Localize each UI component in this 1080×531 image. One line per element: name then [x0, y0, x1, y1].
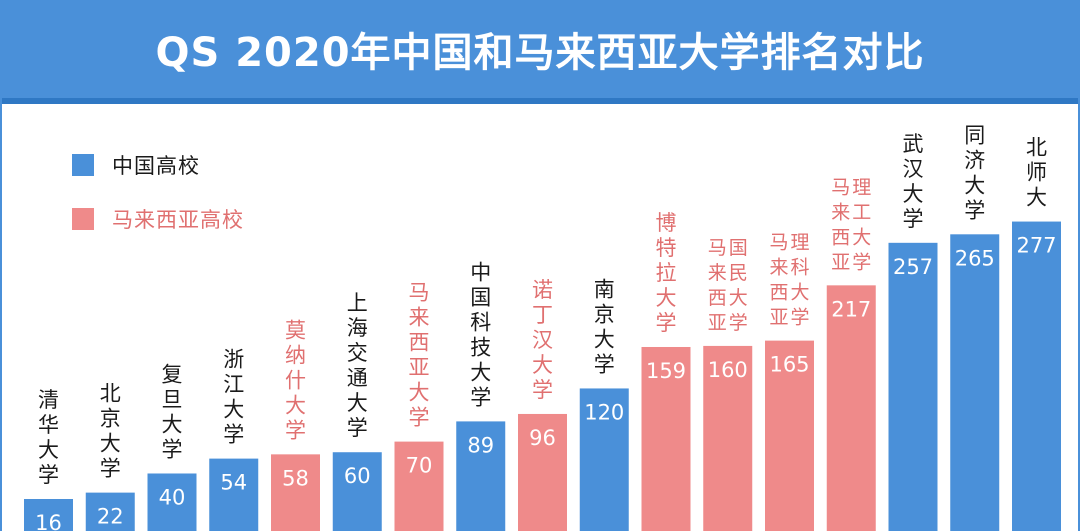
- bar-13: [765, 340, 814, 531]
- bar-16: [950, 234, 1000, 531]
- value-label-5: 58: [282, 466, 309, 490]
- bar-14: [826, 285, 876, 531]
- legend: 中国高校 马来西亚高校: [72, 150, 244, 258]
- chart-title: QS 2020年中国和马来西亚大学排名对比: [155, 30, 925, 76]
- bar-2: [85, 492, 135, 531]
- legend-item-china: 中国高校: [72, 150, 244, 180]
- value-label-3: 40: [159, 485, 186, 509]
- bar-7: [394, 441, 444, 531]
- category-label-7: 马来西亚大学: [409, 281, 430, 430]
- category-label-10: 南京大学: [594, 277, 615, 376]
- legend-label-malaysia: 马来西亚高校: [112, 208, 244, 232]
- value-label-16: 265: [955, 246, 995, 270]
- bar-15: [888, 242, 938, 531]
- legend-item-malaysia: 马来西亚高校: [72, 204, 244, 234]
- bar-9: [518, 413, 567, 531]
- category-label-5: 莫纳什大学: [285, 318, 306, 442]
- value-label-9: 96: [529, 426, 556, 450]
- title-banner: QS 2020年中国和马来西亚大学排名对比: [2, 0, 1078, 104]
- value-label-13: 165: [769, 353, 809, 377]
- value-label-4: 54: [220, 471, 247, 495]
- category-label-8: 中国科技大学: [470, 260, 491, 409]
- category-label-6: 上海交通大学: [347, 291, 368, 440]
- category-label-12: 马来西亚国民大学: [708, 237, 748, 334]
- value-label-14: 217: [831, 297, 871, 321]
- category-label-9: 诺丁汉大学: [532, 278, 553, 402]
- value-label-10: 120: [584, 400, 624, 424]
- bar-4: [209, 458, 259, 531]
- category-label-16: 同济大学: [964, 123, 985, 222]
- value-label-12: 160: [708, 358, 748, 382]
- legend-swatch-china: [72, 154, 94, 176]
- value-label-2: 22: [97, 505, 124, 529]
- category-label-1: 清华大学: [38, 388, 59, 487]
- category-label-4: 浙江大学: [223, 348, 244, 447]
- bar-5: [271, 454, 320, 531]
- value-label-15: 257: [893, 255, 933, 279]
- legend-swatch-malaysia: [72, 208, 94, 230]
- bar-3: [147, 473, 197, 531]
- bar-17: [1012, 221, 1061, 531]
- category-label-13: 马来西亚理科大学: [769, 232, 809, 329]
- legend-label-china: 中国高校: [112, 154, 200, 178]
- bar-6: [332, 452, 382, 531]
- bar-1: [24, 499, 73, 531]
- bar-8: [456, 421, 506, 531]
- category-label-15: 武汉大学: [903, 132, 924, 231]
- category-label-11: 博特拉大学: [656, 211, 677, 335]
- category-label-2: 北京大学: [100, 382, 121, 481]
- category-label-14: 马来西亚理工大学: [831, 176, 871, 273]
- value-label-1: 16: [35, 511, 62, 531]
- value-label-7: 70: [406, 454, 433, 478]
- category-label-17: 北师大: [1026, 136, 1047, 210]
- bar-11: [641, 346, 691, 531]
- value-label-8: 89: [467, 433, 494, 457]
- value-label-17: 277: [1016, 234, 1056, 258]
- category-label-3: 复旦大学: [162, 362, 183, 461]
- value-label-6: 60: [344, 464, 371, 488]
- bar-12: [703, 345, 753, 531]
- bar-10: [579, 388, 629, 531]
- value-label-11: 159: [646, 359, 686, 383]
